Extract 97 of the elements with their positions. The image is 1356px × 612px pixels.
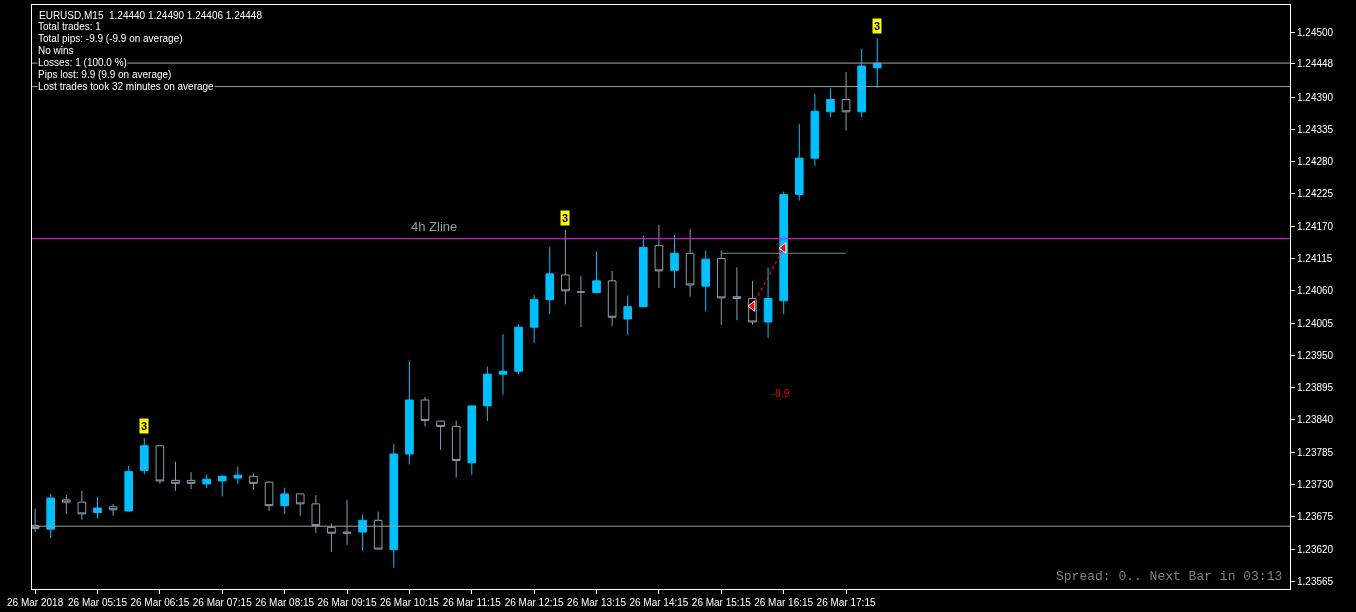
candlestick [529,294,539,344]
candlestick [249,472,258,491]
y-tick-label: 1.23785 [1297,446,1334,458]
x-tick-label: 26 Mar 07:15 [192,597,253,608]
candlestick [280,487,289,515]
candlestick [872,37,882,89]
candlestick [420,396,430,427]
candlestick [61,494,71,515]
candlestick [342,499,352,546]
candlestick [46,493,56,539]
y-tick-label: 1.24448 [1297,57,1334,69]
candlestick [451,420,461,478]
candlestick [155,444,165,485]
candlestick [732,266,742,321]
annotation: 3 [141,420,148,432]
annotation: Losses: 1 (100.0 %) [38,57,127,68]
x-tick-label: 26 Mar 2018 [7,597,64,608]
candlestick [467,405,477,476]
candlestick [171,461,180,492]
annotation: Total trades: 1 [38,21,102,32]
candlestick [685,228,695,298]
y-tick-label: 1.23840 [1297,414,1334,426]
candlestick [545,246,555,315]
candlestick [311,494,321,534]
y-tick-label: 1.23620 [1297,543,1334,555]
y-tick-label: 1.23730 [1297,479,1334,491]
candlestick [124,465,134,513]
y-tick-label: 1.24005 [1297,317,1334,329]
candlestick [389,443,399,569]
candlestick [139,437,149,476]
y-tick-label: 1.23895 [1297,382,1334,394]
candlestick [295,493,305,517]
annotation: 3 [562,212,569,224]
annotation: Spread: 0.. Next Bar in 03:13 [1056,569,1283,584]
annotation: 3 [874,20,881,32]
candlestick [701,249,711,312]
y-tick-label: 1.24335 [1297,123,1334,135]
x-tick-label: 26 Mar 16:15 [754,597,814,608]
x-tick-label: 26 Mar 15:15 [691,597,752,608]
candlestick [264,480,274,512]
y-tick-label: 1.24115 [1297,253,1333,265]
candlestick [373,511,383,550]
candlestick [841,71,851,132]
candlestick [857,48,866,118]
candlestick [483,366,492,422]
x-tick-label: 26 Mar 13:15 [567,597,627,608]
x-tick-label: 26 Mar 06:15 [130,597,190,608]
annotation: No wins [38,45,74,56]
candlestick [217,474,227,497]
annotation: Total pips: -9.9 (-9.9 on average) [38,33,183,44]
x-tick-label: 26 Mar 08:15 [255,597,315,608]
y-tick-label: 1.24500 [1297,27,1334,39]
candlestick [794,123,804,201]
candlestick [202,474,211,489]
candlestick [576,275,586,328]
candlestick [716,249,726,326]
candlestick [186,471,196,490]
y-tick-label: 1.24390 [1297,91,1334,103]
candlestick [327,522,336,553]
candlestick [498,333,508,396]
x-tick-label: 26 Mar 11:15 [442,597,502,608]
y-tick-label: 1.24170 [1297,220,1334,232]
x-tick-label: 26 Mar 05:15 [68,597,128,608]
x-tick-label: 26 Mar 10:15 [379,597,440,608]
ref-line-label: 4h Zline [411,219,458,234]
candlestick [233,465,243,485]
y-tick-label: 1.24225 [1297,188,1334,200]
candlestick [405,360,414,466]
candlestick [561,229,570,305]
candlestick [763,266,773,339]
text: EURUSD,M15 1.24440 1.24490 1.24406 1.24448 [39,10,263,21]
candlestick [654,224,664,289]
candlestick [77,490,87,521]
candlestick [592,251,601,294]
x-tick-label: 26 Mar 12:15 [504,597,565,608]
y-tick-label: 1.24060 [1297,285,1334,297]
candlestick [639,235,648,308]
candlestick [108,503,118,517]
candlestick [93,496,102,520]
y-tick-label: 1.23565 [1297,575,1334,587]
annotation: -9.9 [772,388,790,399]
candlestick [436,420,445,451]
y-tick-label: 1.23675 [1297,511,1334,523]
candlestick [607,270,617,327]
y-tick-label: 1.24280 [1297,156,1334,168]
x-tick-label: 26 Mar 09:15 [317,597,377,608]
x-tick-label: 26 Mar 14:15 [629,597,689,608]
x-tick-label: 26 Mar 17:15 [816,597,876,608]
candlestick [514,323,523,375]
annotation: Pips lost: 9.9 (9.9 on average) [38,69,172,80]
candlestick [826,87,835,118]
y-tick-label: 1.23950 [1297,349,1334,361]
candlestick [810,93,820,167]
candlestick [358,513,367,552]
candlestick [670,234,679,289]
annotation: Lost trades took 32 minutes on average [38,81,215,92]
candlestick [623,295,633,336]
